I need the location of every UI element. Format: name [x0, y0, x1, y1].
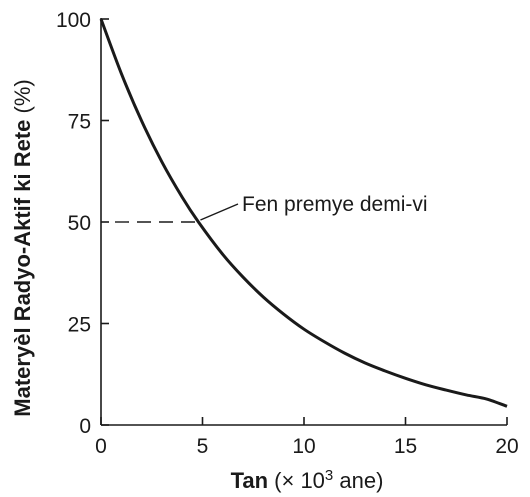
- x-axis-label: Tan (× 103 ane): [231, 467, 384, 494]
- y-axis-label: Materyèl Radyo-Aktif ki Rete (%): [10, 79, 35, 416]
- x-axis-label-bold: Tan: [231, 468, 268, 493]
- x-axis-label-prefix: (× 10: [268, 468, 325, 493]
- x-axis-label-sup: 3: [325, 467, 333, 484]
- y-tick-label: 50: [68, 212, 91, 235]
- x-tick-label: 10: [292, 435, 315, 458]
- x-axis-label-suffix: ane): [333, 468, 383, 493]
- y-axis-label-bold: Materyèl Radyo-Aktif ki Rete: [10, 120, 35, 417]
- y-tick-label: 0: [79, 415, 91, 438]
- x-tick-label: 20: [495, 435, 518, 458]
- y-axis-label-suffix: (%): [10, 79, 35, 119]
- x-tick-label: 5: [197, 435, 209, 458]
- half-life-annotation: Fen premye demi-vi: [242, 193, 428, 216]
- x-tick-label: 0: [95, 435, 107, 458]
- x-tick-label: 15: [394, 435, 417, 458]
- y-tick-label: 25: [68, 314, 91, 337]
- ticks: 0 5 10 15 20 0 25 50 75 100: [56, 9, 519, 458]
- y-tick-label: 100: [56, 9, 91, 32]
- annotation-leader-line: [200, 203, 239, 221]
- decay-curve: [99, 18, 508, 408]
- y-tick-label: 75: [68, 111, 91, 134]
